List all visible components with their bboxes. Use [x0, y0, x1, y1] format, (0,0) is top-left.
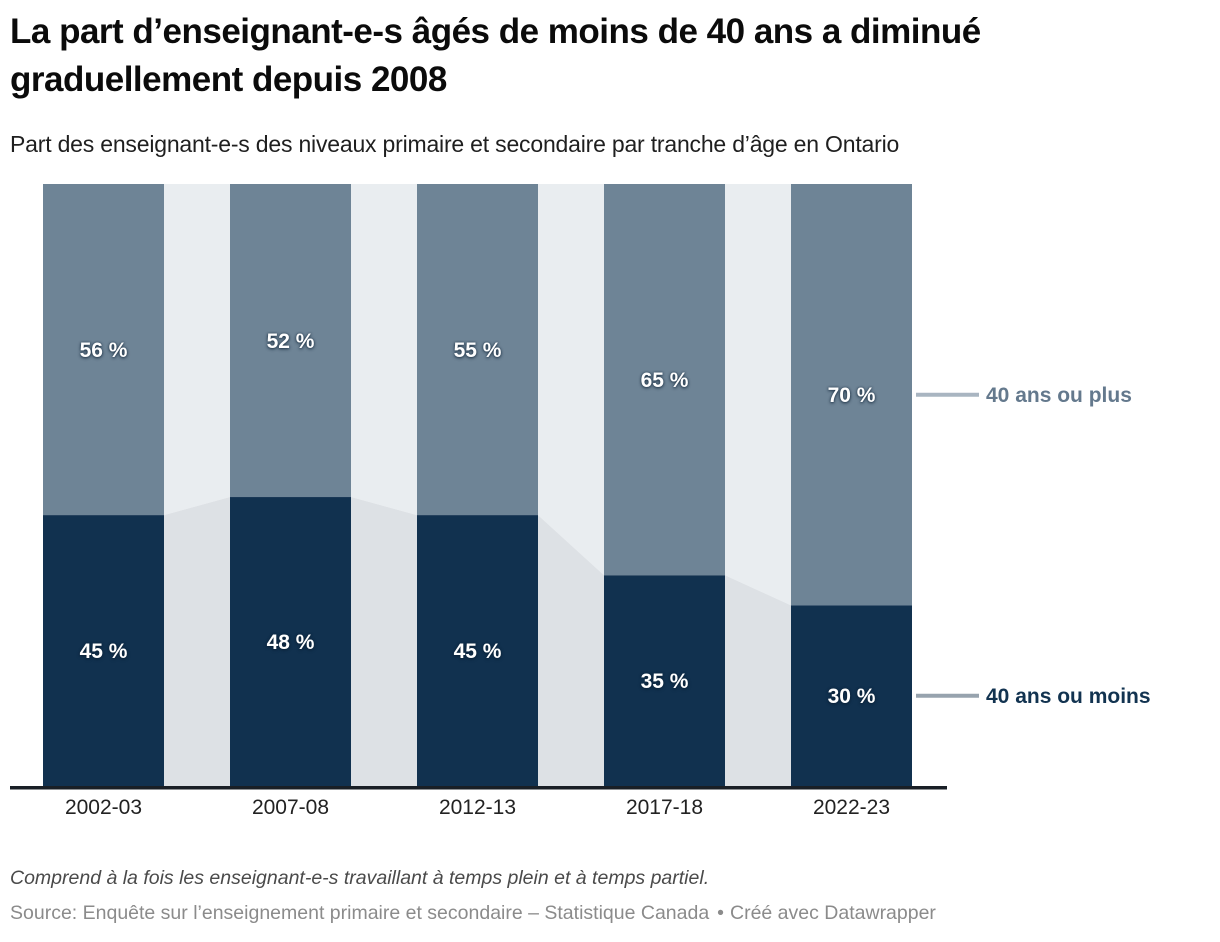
- separator-dot: •: [717, 902, 724, 924]
- bar-segment-plus: [791, 184, 912, 606]
- bar-segment-moins: [43, 515, 164, 786]
- value-label-plus: 56 %: [80, 339, 128, 362]
- x-axis-line: [10, 786, 947, 790]
- connector-area-top: [538, 184, 604, 576]
- value-label-moins: 30 %: [828, 685, 876, 708]
- connector-area-bottom: [164, 497, 230, 786]
- connector-area-bottom: [351, 497, 417, 786]
- bar-segment-plus: [230, 184, 351, 498]
- value-label-plus: 55 %: [454, 339, 502, 362]
- value-label-plus: 70 %: [828, 384, 876, 407]
- bar-segment-moins: [417, 515, 538, 786]
- bar-segment-plus: [604, 184, 725, 576]
- legend-label-plus: 40 ans ou plus: [986, 384, 1132, 407]
- x-axis-tick-label: 2022-23: [813, 796, 890, 819]
- connector-area-top: [351, 184, 417, 516]
- chart-svg: 56 % 45 % 52 % 48 % 55 % 45 % 65 % 35 % 70 % 30 %…: [10, 184, 1151, 819]
- legend-label-moins: 40 ans ou moins: [986, 685, 1151, 708]
- bar-segment-moins: [230, 497, 351, 786]
- value-label-moins: 35 %: [641, 670, 689, 693]
- source-text: Source: Enquête sur l’enseignement prima…: [10, 902, 710, 924]
- value-label-plus: 65 %: [641, 369, 689, 392]
- bar-segment-plus: [417, 184, 538, 516]
- chart-area: 56 % 45 % 52 % 48 % 55 % 45 % 65 % 35 % 70 % 30 %…: [0, 184, 1220, 844]
- chart-subtitle: Part des enseignant-e-s des niveaux prim…: [10, 131, 900, 157]
- value-label-moins: 48 %: [267, 631, 315, 654]
- value-label-moins: 45 %: [454, 640, 502, 663]
- chart-note: Comprend à la fois les enseignant-e-s tr…: [10, 867, 710, 889]
- connector-area-top: [725, 184, 791, 606]
- bar-segment-moins: [791, 605, 912, 786]
- value-label-plus: 52 %: [267, 330, 315, 353]
- connector-area-bottom: [725, 575, 791, 786]
- connector-area-top: [164, 184, 230, 516]
- chart-title: La part d’enseignant-e-s âgés de moins d…: [10, 12, 981, 99]
- connector-area-bottom: [538, 515, 604, 786]
- x-axis-tick-label: 2017-18: [626, 796, 703, 819]
- x-axis-tick-label: 2002-03: [65, 796, 142, 819]
- chart-source-line: Source: Enquête sur l’enseignement prima…: [10, 901, 1210, 925]
- bar-segment-moins: [604, 575, 725, 786]
- bar-segment-plus: [43, 184, 164, 516]
- x-axis-tick-label: 2007-08: [252, 796, 329, 819]
- x-axis-tick-label: 2012-13: [439, 796, 516, 819]
- value-label-moins: 45 %: [80, 640, 128, 663]
- attribution-text: Créé avec Datawrapper: [730, 902, 936, 924]
